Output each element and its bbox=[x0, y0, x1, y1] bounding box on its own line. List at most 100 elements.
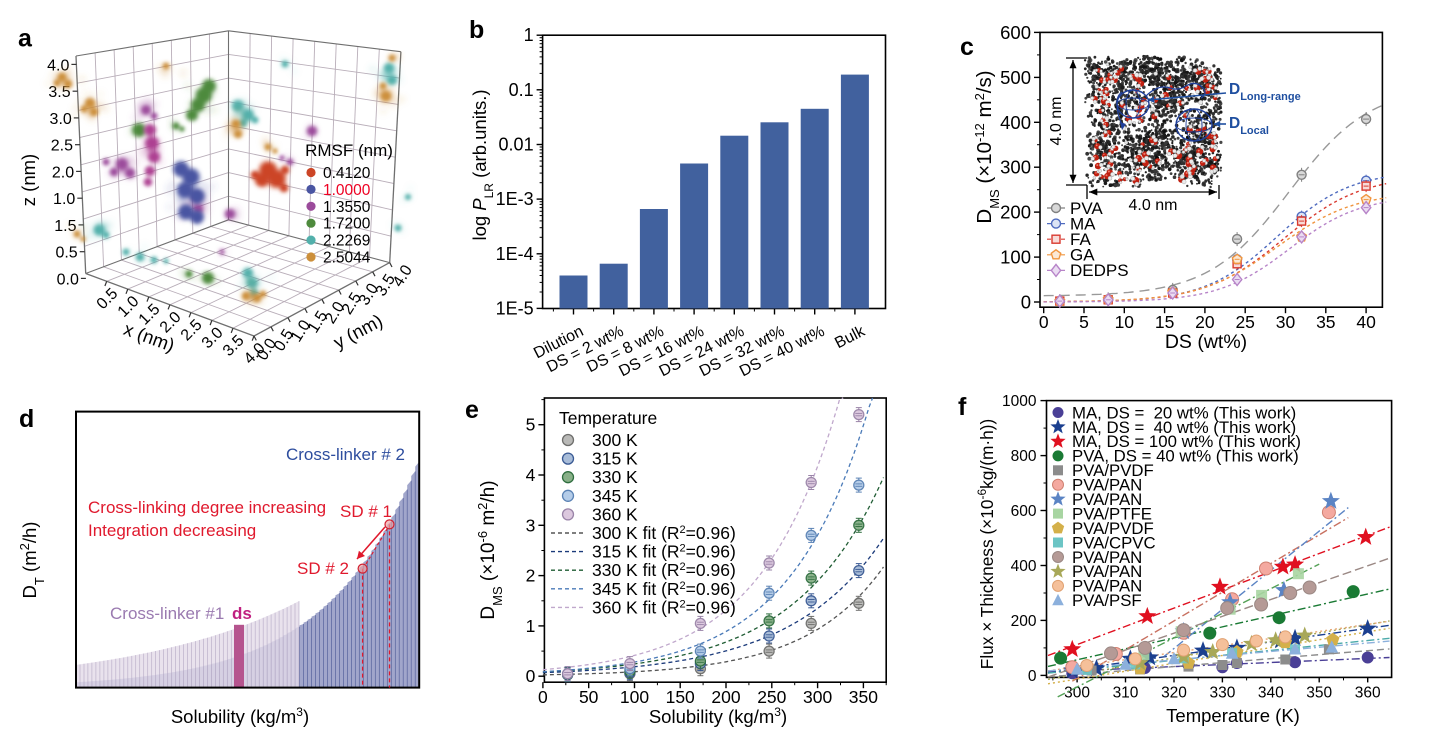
svg-text:40: 40 bbox=[1356, 312, 1376, 332]
svg-text:Cross-linker #1: Cross-linker #1 bbox=[110, 604, 224, 623]
svg-text:1.0000: 1.0000 bbox=[323, 182, 371, 199]
svg-text:Temperature (K): Temperature (K) bbox=[1166, 705, 1300, 726]
svg-text:MA, DS = 100 wt% (This work): MA, DS = 100 wt% (This work) bbox=[1072, 432, 1301, 451]
svg-text:360: 360 bbox=[1355, 684, 1381, 701]
svg-text:4.0 nm: 4.0 nm bbox=[1129, 197, 1178, 214]
svg-text:20: 20 bbox=[1195, 312, 1215, 332]
svg-text:300: 300 bbox=[1064, 684, 1090, 701]
svg-text:ds: ds bbox=[232, 604, 252, 623]
svg-text:Cross-linker # 2: Cross-linker # 2 bbox=[286, 445, 405, 464]
svg-text:PVA/PVDF: PVA/PVDF bbox=[1072, 519, 1154, 538]
svg-text:315 K: 315 K bbox=[592, 449, 638, 469]
svg-text:0.4120: 0.4120 bbox=[323, 165, 371, 182]
svg-text:4.0: 4.0 bbox=[47, 57, 69, 74]
svg-text:1.5: 1.5 bbox=[54, 218, 76, 235]
svg-text:350: 350 bbox=[1306, 684, 1332, 701]
svg-text:345 K fit (R2=0.96): 345 K fit (R2=0.96) bbox=[592, 579, 736, 599]
svg-text:PVA/PAN: PVA/PAN bbox=[1072, 476, 1142, 495]
svg-text:330 K: 330 K bbox=[592, 467, 638, 487]
svg-text:PVA/PAN: PVA/PAN bbox=[1072, 577, 1142, 596]
svg-text:b: b bbox=[469, 16, 484, 44]
svg-text:c: c bbox=[960, 33, 974, 61]
svg-text:300 K fit (R2=0.96): 300 K fit (R2=0.96) bbox=[592, 523, 736, 543]
svg-text:Flux × Thickness (×10-6kg/(m·h: Flux × Thickness (×10-6kg/(m·h)) bbox=[975, 419, 997, 669]
svg-text:2.2269: 2.2269 bbox=[323, 233, 370, 250]
svg-text:0: 0 bbox=[1028, 668, 1037, 685]
svg-text:DLocal: DLocal bbox=[1229, 115, 1269, 137]
svg-text:4.0 nm: 4.0 nm bbox=[1048, 97, 1065, 146]
svg-text:100: 100 bbox=[1000, 247, 1031, 268]
svg-text:2: 2 bbox=[526, 566, 536, 586]
svg-text:PVA/PAN: PVA/PAN bbox=[1072, 548, 1142, 567]
svg-text:DMS (×10-12 m2/s): DMS (×10-12 m2/s) bbox=[972, 70, 1002, 223]
svg-text:PVA/PTFE: PVA/PTFE bbox=[1072, 504, 1152, 523]
svg-text:log PLR (arb.units.): log PLR (arb.units.) bbox=[469, 89, 496, 240]
svg-text:PVA/CPVC: PVA/CPVC bbox=[1072, 533, 1156, 552]
svg-text:350: 350 bbox=[849, 687, 878, 707]
svg-text:200: 200 bbox=[1011, 613, 1037, 630]
svg-text:1000: 1000 bbox=[1002, 393, 1037, 410]
svg-text:e: e bbox=[465, 396, 479, 424]
svg-text:0.0: 0.0 bbox=[57, 271, 79, 288]
svg-text:SD # 1: SD # 1 bbox=[340, 502, 392, 521]
svg-text:1.7200: 1.7200 bbox=[323, 216, 371, 233]
svg-text:Integration decreasing: Integration decreasing bbox=[88, 521, 256, 540]
svg-text:250: 250 bbox=[757, 687, 786, 707]
svg-text:300: 300 bbox=[1000, 157, 1031, 178]
svg-text:330 K fit (R2=0.96): 330 K fit (R2=0.96) bbox=[592, 560, 736, 580]
svg-text:Bulk: Bulk bbox=[832, 322, 868, 352]
svg-text:Temperature: Temperature bbox=[559, 408, 657, 428]
svg-text:SD # 2: SD # 2 bbox=[297, 559, 349, 578]
svg-text:800: 800 bbox=[1011, 448, 1037, 465]
svg-text:345 K: 345 K bbox=[592, 486, 638, 506]
svg-text:600: 600 bbox=[1011, 503, 1037, 520]
svg-text:2.5044: 2.5044 bbox=[323, 250, 371, 267]
svg-text:MA: MA bbox=[1070, 214, 1096, 233]
svg-text:DLong-range: DLong-range bbox=[1229, 81, 1301, 103]
svg-text:400: 400 bbox=[1011, 558, 1037, 575]
svg-text:0.1: 0.1 bbox=[509, 80, 534, 100]
svg-text:1E-5: 1E-5 bbox=[496, 298, 534, 318]
svg-text:3: 3 bbox=[526, 515, 536, 535]
svg-text:1E-4: 1E-4 bbox=[496, 244, 534, 264]
svg-text:f: f bbox=[958, 393, 967, 421]
svg-text:PVA/PAN: PVA/PAN bbox=[1072, 490, 1142, 509]
svg-text:315 K fit (R2=0.96): 315 K fit (R2=0.96) bbox=[592, 542, 736, 562]
svg-text:5: 5 bbox=[526, 415, 536, 435]
svg-text:30: 30 bbox=[1276, 312, 1296, 332]
svg-text:100: 100 bbox=[620, 687, 649, 707]
svg-text:Solubility (kg/m3): Solubility (kg/m3) bbox=[171, 705, 309, 727]
svg-text:z (nm): z (nm) bbox=[18, 154, 39, 206]
svg-text:MA, DS = 20 wt% (This work): MA, DS = 20 wt% (This work) bbox=[1072, 403, 1296, 422]
svg-text:340: 340 bbox=[1258, 684, 1284, 701]
svg-text:300 K: 300 K bbox=[592, 430, 638, 450]
svg-text:3.0: 3.0 bbox=[50, 111, 72, 128]
svg-text:0: 0 bbox=[1021, 292, 1031, 313]
svg-text:DS (wt%): DS (wt%) bbox=[1165, 331, 1247, 353]
svg-text:1.0: 1.0 bbox=[53, 191, 75, 208]
svg-text:2.5: 2.5 bbox=[51, 138, 73, 155]
svg-text:0.01: 0.01 bbox=[499, 135, 534, 155]
svg-text:300: 300 bbox=[803, 687, 832, 707]
svg-text:PVA/PSF: PVA/PSF bbox=[1072, 591, 1142, 610]
svg-text:310: 310 bbox=[1113, 684, 1139, 701]
svg-text:GA: GA bbox=[1070, 246, 1095, 265]
svg-text:PVA, DS = 40 wt% (This work): PVA, DS = 40 wt% (This work) bbox=[1072, 447, 1299, 466]
svg-text:0: 0 bbox=[526, 666, 536, 686]
svg-text:DMS (×10-6 m2/h): DMS (×10-6 m2/h) bbox=[475, 480, 505, 619]
svg-text:1E-3: 1E-3 bbox=[496, 189, 534, 209]
svg-text:Cross-linking degree increasin: Cross-linking degree increasing bbox=[88, 498, 326, 517]
svg-text:10: 10 bbox=[1115, 312, 1135, 332]
svg-text:360 K: 360 K bbox=[592, 504, 638, 524]
svg-text:25: 25 bbox=[1235, 312, 1254, 332]
svg-text:360 K fit (R2=0.96): 360 K fit (R2=0.96) bbox=[592, 597, 736, 617]
svg-text:MA, DS = 40 wt% (This work): MA, DS = 40 wt% (This work) bbox=[1072, 418, 1296, 437]
svg-text:200: 200 bbox=[1000, 202, 1031, 223]
svg-text:400: 400 bbox=[1000, 112, 1031, 133]
svg-text:DEDPS: DEDPS bbox=[1070, 261, 1129, 280]
svg-text:330: 330 bbox=[1209, 684, 1235, 701]
svg-text:0: 0 bbox=[1039, 312, 1049, 332]
svg-text:PVA/PAN: PVA/PAN bbox=[1072, 562, 1142, 581]
svg-text:4: 4 bbox=[526, 465, 536, 485]
svg-text:2.0: 2.0 bbox=[52, 164, 74, 181]
